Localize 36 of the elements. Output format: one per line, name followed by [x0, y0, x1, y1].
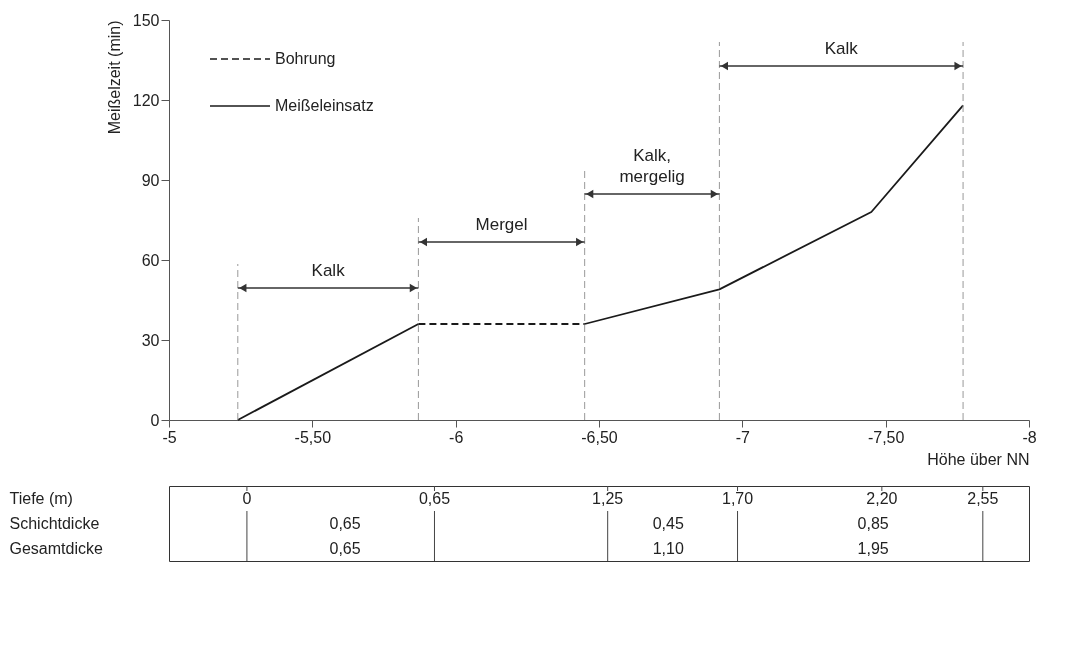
- annotation: Kalk, mergelig: [619, 146, 685, 186]
- x-tick-label: -5: [162, 428, 177, 446]
- y-tick-label: 60: [141, 251, 160, 269]
- x-tick-label: -8: [1022, 428, 1037, 446]
- y-tick-label: 30: [141, 331, 160, 349]
- category-label: Schichtdicke: [9, 515, 100, 532]
- text: 1,95: [857, 539, 889, 557]
- x-tick-label: -7,50: [867, 428, 905, 446]
- y-tick-label: 150: [132, 11, 160, 29]
- y-tick-label: 0: [150, 411, 160, 429]
- text: 0,85: [857, 514, 889, 532]
- x-tick-label: -6,50: [581, 428, 618, 446]
- x-axis-title: Höhe über NN: [927, 450, 1030, 468]
- text: 0,65: [329, 514, 361, 532]
- legend-label: Bohrung: [275, 50, 336, 67]
- y-axis-title: Meißelzeit (min): [105, 20, 123, 135]
- category-label: Tiefe (m): [9, 490, 73, 507]
- annotation: Kalk: [824, 39, 859, 58]
- text: 1,25: [592, 489, 624, 507]
- text: 0,65: [418, 489, 451, 507]
- text: 2,20: [866, 489, 898, 507]
- x-tick-label: -5,50: [294, 428, 332, 446]
- text: 1,70: [721, 489, 754, 507]
- text: 1,10: [652, 539, 684, 557]
- text: 2,55: [967, 489, 999, 507]
- text: 0,45: [652, 514, 684, 532]
- x-tick-label: -6: [449, 428, 464, 446]
- annotation: Kalk: [311, 261, 346, 280]
- annotation: Mergel: [475, 215, 528, 234]
- category-label: Gesamtdicke: [9, 540, 103, 557]
- text: 0,65: [329, 539, 361, 557]
- y-tick-label: 120: [132, 91, 160, 109]
- y-tick-label: 90: [141, 171, 160, 189]
- x-tick-label: -7: [735, 428, 751, 446]
- legend-label: Meißeleinsatz: [275, 97, 374, 114]
- text: 0: [242, 489, 252, 507]
